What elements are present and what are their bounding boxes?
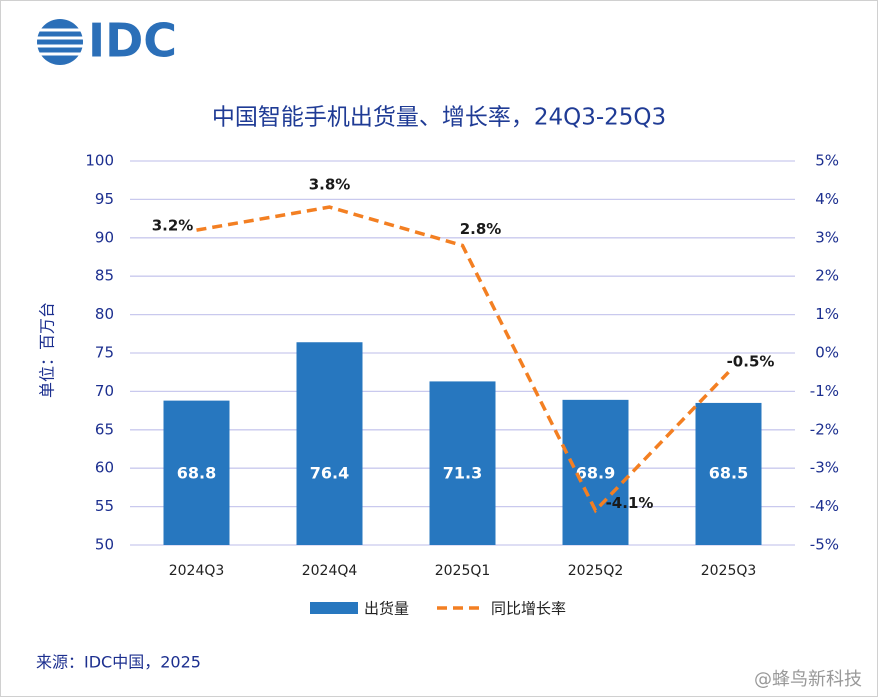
x-tick-label: 2025Q1 [435,563,491,579]
y2-tick-label: -2% [810,420,839,438]
y2-tick-label: -1% [810,382,839,400]
y-axis-label: 单位：百万台 [38,302,57,398]
chart-title: 中国智能手机出货量、增长率，24Q3-25Q3 [212,105,666,131]
line [196,205,730,514]
bar [163,400,230,545]
y-tick-label: 95 [95,190,114,208]
line-value-label: -4.1% [606,494,654,512]
y-tick-label: 70 [95,382,114,400]
bar-value-label: 71.3 [443,464,482,483]
y2-tick-label: 2% [815,267,839,285]
y-tick-label: 90 [95,228,114,246]
y-tick-label: 100 [85,152,114,170]
bar-value-label: 68.8 [177,464,216,483]
y-tick-label: 75 [95,344,114,362]
bar-value-label: 68.5 [709,464,748,483]
y2-tick-label: -3% [810,459,839,477]
x-tick-label: 2024Q4 [302,563,358,579]
watermark: @蜂鸟新科技 [754,669,862,690]
y-tick-label: 80 [95,305,114,323]
line-value-label: 3.2% [152,217,194,235]
x-tick-label: 2025Q3 [701,563,757,579]
y-tick-label: 60 [95,459,114,477]
logo: IDC [88,14,177,68]
legend-label: 同比增长率 [491,600,566,618]
y2-tick-label: 0% [815,344,839,362]
source: 来源：IDC中国，2025 [36,653,201,672]
y2-tick-label: -4% [810,497,839,515]
bar [562,399,629,545]
legend-label: 出货量 [364,600,409,618]
y2-tick-label: -5% [810,536,839,554]
y2-tick-label: 4% [815,190,839,208]
line-value-label: -0.5% [727,353,775,371]
x-tick-label: 2025Q2 [568,563,624,579]
y2-tick-label: 1% [815,305,839,323]
bar-value-label: 68.9 [576,464,615,483]
bar-value-label: 76.4 [310,464,349,483]
logo-globe [36,19,84,65]
legend-swatch [310,602,358,614]
y-tick-label: 85 [95,267,114,285]
bar [695,402,762,545]
x-tick-label: 2024Q3 [169,563,225,579]
y-tick-label: 55 [95,497,114,515]
y-tick-label: 65 [95,420,114,438]
bar [296,342,363,545]
y-tick-label: 50 [95,536,114,554]
y2-tick-label: 5% [815,152,839,170]
line-value-label: 2.8% [460,220,502,238]
line-value-label: 3.8% [309,176,351,194]
bar [429,381,496,545]
y2-tick-label: 3% [815,228,839,246]
